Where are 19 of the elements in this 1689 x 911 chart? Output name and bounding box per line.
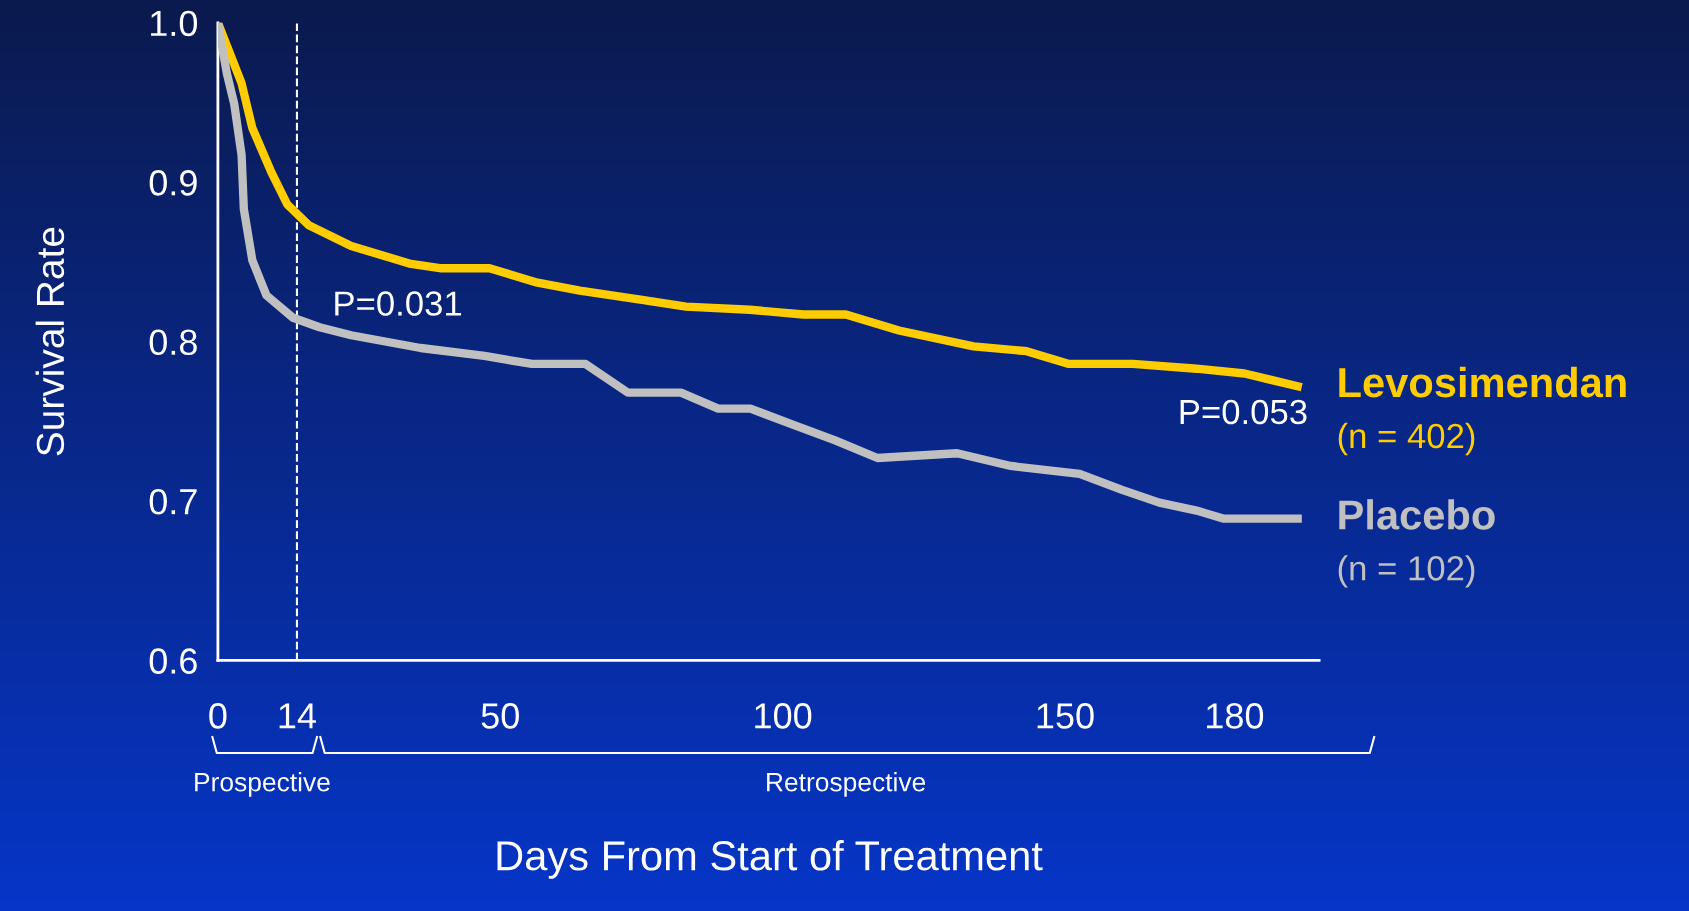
x-tick-label: 100 [755,703,812,729]
y-tick-label: 0.6 [149,648,197,674]
annotation: P=0.031 [335,291,462,316]
y-tick-label: 1.0 [151,10,198,37]
y-tick-label: 0.7 [149,488,197,515]
x-tick-label: 50 [481,703,519,729]
y-tick-label: 0.9 [149,170,197,196]
series-label: Placebo (n = 102) [1338,499,1495,588]
x-axis-title: Days From Start of Treatment [497,840,1043,879]
annotation: P=0.053 [1180,399,1307,425]
y-tick-label: 0.8 [149,329,197,356]
series-label: Levosimendan (n = 402) [1338,366,1626,456]
x-tick-label: 14 [279,703,316,729]
text: Prospective [195,772,330,797]
x-tick-label: 150 [1037,703,1094,729]
x-tick-label: 0 [209,703,227,729]
text: Retrospective [767,772,926,797]
x-tick-label: 180 [1207,703,1264,729]
y-axis-title: Survival Rate [35,227,65,456]
